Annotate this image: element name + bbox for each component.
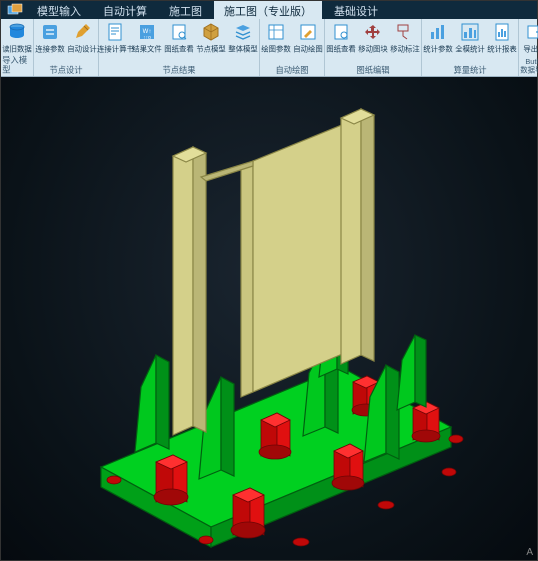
move-label-button[interactable]: 移动标注: [389, 21, 421, 54]
ribbon-group-node-result: 连接计算书 W↑↑↑o 结果文件 图纸查看 节点模型 整体模型 节点结果: [99, 19, 260, 76]
btn-label: 统计参数: [423, 45, 453, 53]
group-label: 图纸编辑: [356, 65, 389, 75]
btn-label: 统计报表: [487, 45, 517, 53]
chart-icon: [459, 21, 481, 43]
tab-auto-calc[interactable]: 自动计算: [93, 1, 157, 19]
btn-label: 图纸查看: [326, 45, 356, 53]
btn-label: 连接参数: [35, 45, 65, 53]
group-label: 节点结果: [162, 65, 195, 75]
auto-draw-button[interactable]: 自动绘图: [292, 21, 324, 54]
btn-label: 图纸查看: [164, 45, 194, 53]
ribbon-group-edit: 图纸查看 移动图块 移动标注 图纸编辑: [325, 19, 422, 76]
btn-label: 移动图块: [358, 45, 388, 53]
cube-icon: [200, 21, 222, 43]
full-stat-button[interactable]: 全模统计: [454, 21, 486, 54]
result-file-button[interactable]: W↑↑↑o 结果文件: [131, 21, 163, 54]
tab-construction-pro[interactable]: 施工图（专业版）: [214, 1, 322, 19]
stat-report-button[interactable]: 统计报表: [486, 21, 518, 54]
group-label: 节点设计: [49, 65, 82, 75]
ribbon-toolbar: 读旧数据 导入模型 连接参数 自动设计 节点设计: [1, 19, 537, 77]
page-icon: [168, 21, 190, 43]
btn-label: 移动标注: [390, 45, 420, 53]
btn-label: 节点模型: [196, 45, 226, 53]
tab-foundation[interactable]: 基础设计: [324, 1, 388, 19]
export-icon: [524, 21, 538, 43]
ribbon-group-auto-draw: 绘图参数 自动绘图 自动绘图: [260, 19, 325, 76]
btn-label: 结果文件: [132, 45, 162, 53]
layers-icon: [232, 21, 254, 43]
view-drawing2-button[interactable]: 图纸查看: [325, 21, 357, 54]
node-model-button[interactable]: 节点模型: [195, 21, 227, 54]
import-db-button[interactable]: 读旧数据: [1, 21, 33, 54]
tab-model-input[interactable]: 模型输入: [27, 1, 91, 19]
tab-construction[interactable]: 施工图: [159, 1, 212, 19]
ribbon-group-export: 导出到 Butler数据导出: [519, 19, 538, 76]
btn-label: 读旧数据: [2, 45, 32, 53]
menu-bar: 模型输入 自动计算 施工图 施工图（专业版） 基础设计: [1, 1, 537, 19]
report-icon: [491, 21, 513, 43]
group-label: 导入模型: [2, 56, 31, 75]
svg-text:↑↑o: ↑↑o: [143, 35, 151, 41]
params-icon: [39, 21, 61, 43]
draw-params-button[interactable]: 绘图参数: [260, 21, 292, 54]
conn-calc-button[interactable]: 连接计算书: [99, 21, 131, 54]
move-block-button[interactable]: 移动图块: [357, 21, 389, 54]
app-logo-icon: [5, 2, 25, 18]
database-icon: [6, 21, 28, 43]
move-icon: [362, 21, 384, 43]
document-icon: [104, 21, 126, 43]
page-icon: [330, 21, 352, 43]
chart-icon: [427, 21, 449, 43]
group-label: 算量统计: [453, 65, 486, 75]
btn-label: 连接计算书: [97, 45, 134, 53]
btn-label: 绘图参数: [261, 45, 291, 53]
ribbon-group-stats: 统计参数 全模统计 统计报表 算量统计: [422, 19, 519, 76]
ribbon-group-node-design: 连接参数 自动设计 节点设计: [34, 19, 99, 76]
conn-params-button[interactable]: 连接参数: [34, 21, 66, 54]
btn-label: 自动绘图: [293, 45, 323, 53]
text-file-icon: W↑↑↑o: [136, 21, 158, 43]
view-drawing-button[interactable]: 图纸查看: [163, 21, 195, 54]
group-label: 自动绘图: [275, 65, 308, 75]
btn-label: 导出到: [524, 45, 538, 53]
sheet-icon: [265, 21, 287, 43]
model-viewport[interactable]: A: [1, 77, 537, 560]
btn-label: 自动设计: [67, 45, 97, 53]
stat-params-button[interactable]: 统计参数: [422, 21, 454, 54]
pencil-icon: [297, 21, 319, 43]
btn-label: 全模统计: [455, 45, 485, 53]
corner-tag: A: [526, 547, 533, 558]
btn-label: 整体模型: [228, 45, 258, 53]
pencil-icon: [71, 21, 93, 43]
auto-design-button[interactable]: 自动设计: [66, 21, 98, 54]
ribbon-group-import: 读旧数据 导入模型: [1, 19, 34, 76]
group-label: Butler数据导出: [520, 58, 538, 75]
whole-model-button[interactable]: 整体模型: [227, 21, 259, 54]
model-render: [1, 77, 538, 560]
export-button[interactable]: 导出到: [519, 21, 538, 54]
move-label-icon: [394, 21, 416, 43]
